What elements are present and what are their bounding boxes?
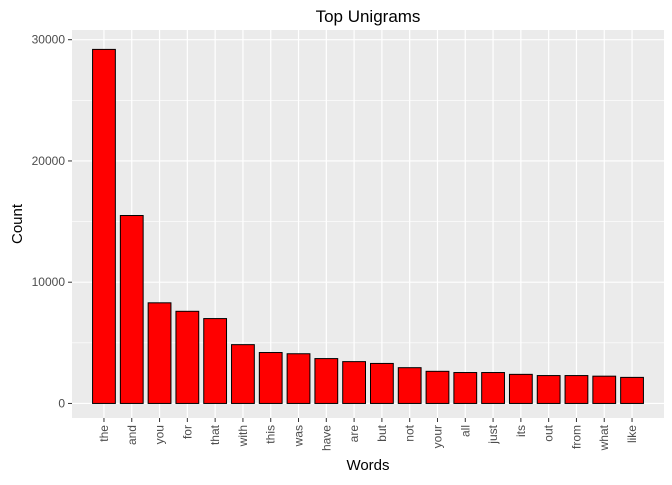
x-tick-label-with: with [236,425,250,447]
x-tick-label-have: have [319,425,333,451]
x-tick-label-are: are [347,425,361,443]
x-tick-label-from: from [569,425,583,449]
bar-with [231,344,255,404]
x-tick-label-the: the [97,425,111,442]
bar-you [147,302,172,404]
bar-from [564,375,589,404]
x-tick-label-not: not [403,424,417,441]
bar-all [453,372,478,404]
x-tick-label-and: and [125,425,139,445]
bar-like [620,376,644,404]
bars [92,48,644,404]
y-tick-label: 0 [58,396,65,410]
x-tick-label-for: for [180,425,194,439]
bar-its [508,373,533,404]
x-axis-ticks: the and you for that with this was have are but not… [97,418,639,451]
bar-not [397,367,422,404]
bar-that [203,318,228,404]
x-tick-label-this: this [264,425,278,444]
x-tick-label-what: what [597,424,611,451]
bar-your [425,370,450,404]
bar-and [119,215,144,404]
x-tick-label-just: just [486,424,500,444]
x-tick-label-out: out [542,424,556,441]
chart-title: Top Unigrams [316,7,421,26]
bar-just [481,372,505,404]
x-axis-title: Words [346,457,389,474]
bar-for [175,310,200,404]
y-axis-title: Count [9,203,26,244]
y-axis-ticks: 0 10000 20000 30000 [32,33,72,410]
bar-the [92,48,116,404]
y-tick-label: 30000 [32,33,66,47]
bar-but [370,362,394,404]
x-tick-label-all: all [458,425,472,437]
x-tick-label-was: was [292,425,306,447]
bar-was [286,353,311,404]
x-tick-label-you: you [153,425,167,444]
bar-this [258,352,283,404]
x-tick-label-its: its [514,425,528,437]
x-tick-label-like: like [625,425,639,443]
x-tick-label-that: that [208,424,222,445]
x-tick-label-but: but [375,424,389,441]
x-tick-label-your: your [430,425,444,448]
bar-have [314,358,339,404]
bar-what [592,375,617,404]
y-tick-label: 20000 [32,154,66,168]
bar-out [536,375,561,404]
y-tick-label: 10000 [32,275,66,289]
bar-are [342,361,366,404]
